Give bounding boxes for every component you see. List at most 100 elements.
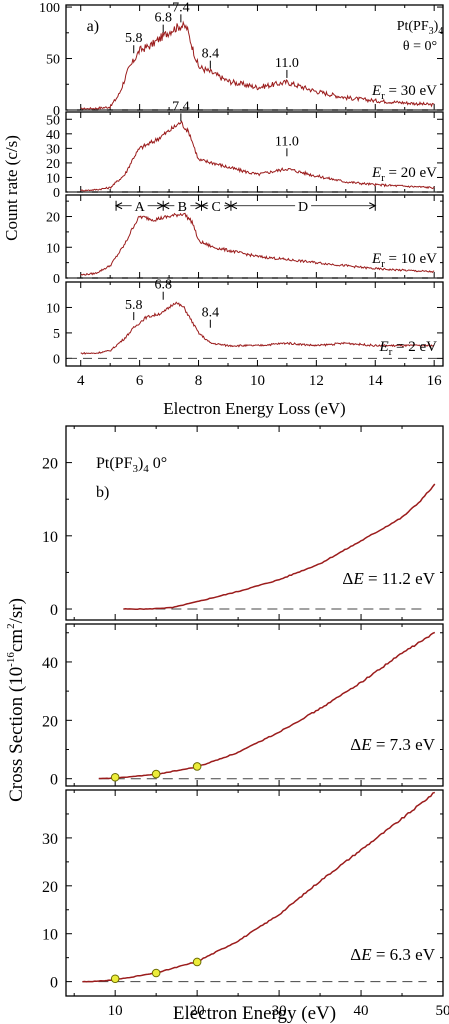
spectrum-line (80, 212, 435, 276)
panel-label: b) (96, 484, 109, 501)
y-tick-label: 50 (46, 53, 60, 68)
subplot-frame (65, 623, 444, 787)
spectrum-subplot-3: 4 6 8 10 12 14 16 0 5 10 Er = 2 eV 5.8 6.8 8.4 (46, 278, 444, 389)
peak-label: 8.4 (202, 306, 220, 321)
energy-label-symbol: E (371, 251, 381, 267)
x-tick-label: 12 (309, 373, 324, 389)
subplot-frame (65, 425, 444, 621)
x-axis-title: Electron Energy Loss (eV) (163, 399, 345, 418)
molecule-part: ) (138, 455, 143, 472)
delta-e-value: = 7.3 eV (372, 735, 436, 754)
y-axis-title: Cross Section (10-16cm2/sr) (5, 598, 27, 802)
y-tick-label: 30 (42, 831, 58, 848)
molecule-part: Pt(PF (96, 455, 133, 472)
molecule-label: Pt(PF3)4 (397, 19, 444, 37)
delta-e-label: ΔE = 11.2 eV (342, 569, 435, 588)
y-tick-label: 20 (42, 879, 58, 896)
region-label: B (178, 200, 187, 215)
subplot-frame (65, 789, 444, 997)
spectrum-line (80, 120, 435, 192)
angle-label: θ = 0° (403, 39, 437, 54)
region-arrowhead (162, 202, 170, 210)
y-tick-label: 40 (42, 655, 58, 672)
spectrum-line (80, 301, 435, 355)
energy-label-subscript: r (389, 346, 393, 358)
energy-label-symbol: E (378, 339, 388, 355)
x-axis-title: Electron Energy (eV) (173, 1003, 336, 1024)
y-tick-label: 20 (46, 157, 60, 172)
delta-e-symbol: E (360, 945, 372, 964)
x-tick-label: 30 (272, 1003, 287, 1019)
data-point (110, 974, 120, 984)
energy-label: Er = 20 eV (371, 165, 437, 184)
y-tick-label: 40 (46, 128, 60, 143)
x-tick-label: 50 (436, 1003, 449, 1019)
molecule-part: ) (434, 19, 439, 34)
delta-symbol: Δ (342, 569, 353, 588)
energy-label-symbol: E (371, 165, 381, 181)
y-tick-label: 20 (42, 713, 58, 730)
data-point (110, 772, 120, 782)
peak-label: 6.8 (154, 11, 172, 26)
y-tick-label: 5 (53, 327, 60, 342)
region-arrowhead (229, 202, 238, 210)
angle-label: 0° (149, 455, 167, 472)
data-point (192, 762, 202, 771)
x-tick-label: 16 (427, 373, 443, 389)
y-tick-label: 30 (46, 142, 60, 157)
energy-label-value: = 2 eV (392, 339, 437, 355)
x-tick-label: 6 (136, 373, 144, 389)
peak-label: 8.4 (202, 47, 220, 62)
delta-e-symbol: E (352, 569, 364, 588)
region-label: D (298, 200, 308, 215)
y-tick-label: 10 (42, 927, 58, 944)
energy-label-value: = 20 eV (385, 165, 437, 181)
region-label-bg (131, 196, 148, 213)
y-tick-label: 10 (46, 301, 60, 316)
x-tick-label: 40 (354, 1003, 369, 1019)
x-tick-label: 14 (368, 373, 384, 389)
y-tick-label: 0 (50, 602, 58, 619)
x-tick-label: 8 (195, 373, 203, 389)
delta-symbol: Δ (350, 945, 361, 964)
region-label-bg (174, 196, 191, 213)
y-tick-label: 20 (46, 211, 60, 226)
y-tick-label: 10 (46, 171, 60, 186)
energy-label-value: = 30 eV (385, 83, 437, 99)
region-label-bg (295, 196, 312, 213)
region-arrowhead (369, 202, 377, 210)
y-axis-title-superscript: -16 (5, 652, 17, 667)
y-axis-title: Count rate (c/s) (2, 135, 21, 241)
energy-label-symbol: E (371, 83, 381, 99)
region-label-bg (208, 196, 225, 213)
y-tick-label: 0 (53, 186, 60, 201)
y-tick-label: 10 (46, 241, 60, 256)
energy-label: Er = 2 eV (378, 339, 437, 358)
region-arrowhead (114, 202, 123, 210)
molecule-subscript: 4 (438, 26, 443, 37)
delta-e-label: ΔE = 7.3 eV (350, 735, 435, 754)
region-label: A (135, 200, 146, 215)
y-tick-label: 10 (42, 529, 58, 546)
y-tick-label: 100 (39, 1, 60, 16)
molecule-subscript: 3 (132, 463, 138, 475)
molecule-label: Pt(PF3)4 0° (96, 455, 167, 475)
peak-label: 11.0 (275, 134, 299, 149)
cross-section-subplot-1: 0 20 40 ΔE = 7.3 eV (42, 623, 444, 789)
delta-e-value: = 11.2 eV (364, 569, 436, 588)
peak-label: 6.8 (154, 278, 172, 293)
peak-label: 5.8 (125, 31, 143, 46)
energy-label: Er = 10 eV (371, 251, 437, 270)
y-axis-title-main: Cross Section (10 (6, 667, 27, 802)
x-tick-label: 20 (190, 1003, 205, 1019)
peak-label: 11.0 (275, 56, 299, 71)
x-tick-label: 10 (250, 373, 265, 389)
data-point (151, 968, 161, 978)
y-axis-title-superscript: 2 (5, 623, 17, 629)
x-tick-label: 4 (77, 373, 85, 389)
spectrum-subplot-2: 0 10 20 Er = 10 eV A B C D (46, 194, 444, 287)
y-tick-label: 0 (53, 272, 60, 287)
